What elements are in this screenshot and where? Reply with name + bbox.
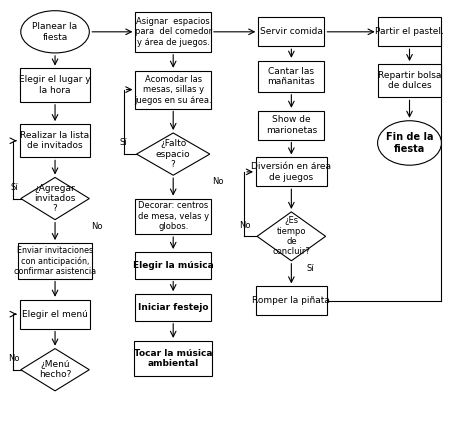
Text: No: No xyxy=(8,354,20,363)
Text: Diversión en área
de juegos: Diversión en área de juegos xyxy=(251,162,331,182)
Text: Partir el pastel.: Partir el pastel. xyxy=(375,27,444,36)
Text: No: No xyxy=(239,221,251,230)
FancyBboxPatch shape xyxy=(136,198,211,234)
Polygon shape xyxy=(137,133,210,175)
FancyBboxPatch shape xyxy=(256,157,327,186)
FancyBboxPatch shape xyxy=(136,252,211,279)
Text: ¿Es
tiempo
de
concluir?: ¿Es tiempo de concluir? xyxy=(273,216,310,256)
Polygon shape xyxy=(21,178,89,220)
Text: Sí: Sí xyxy=(10,183,18,192)
FancyBboxPatch shape xyxy=(19,124,91,157)
Text: Asignar  espacios
para  del comedor
y área de juegos.: Asignar espacios para del comedor y área… xyxy=(135,17,212,47)
Text: Acomodar las
mesas, sillas y
juegos en su área.: Acomodar las mesas, sillas y juegos en s… xyxy=(135,75,212,104)
Polygon shape xyxy=(257,212,326,261)
Text: Show de
marionetas: Show de marionetas xyxy=(266,116,317,135)
FancyBboxPatch shape xyxy=(134,341,212,376)
Text: Repartir bolsa
de dulces: Repartir bolsa de dulces xyxy=(378,71,441,91)
Text: Realizar la lista
de invitados: Realizar la lista de invitados xyxy=(20,131,90,150)
Text: Sí: Sí xyxy=(119,138,127,148)
Text: ¿Falto
espacio
?: ¿Falto espacio ? xyxy=(156,139,191,169)
Text: No: No xyxy=(91,222,102,231)
Text: Elegir el lugar y
la hora: Elegir el lugar y la hora xyxy=(19,75,91,95)
Text: Sí: Sí xyxy=(307,264,314,273)
FancyBboxPatch shape xyxy=(18,243,91,279)
Text: Elegir el menú: Elegir el menú xyxy=(22,310,88,318)
Ellipse shape xyxy=(378,121,441,165)
Text: Fin de la
fiesta: Fin de la fiesta xyxy=(386,132,433,154)
FancyBboxPatch shape xyxy=(378,64,441,97)
Text: ¿Menú
hecho?: ¿Menú hecho? xyxy=(39,360,71,380)
FancyBboxPatch shape xyxy=(136,12,211,52)
Text: Servir comida: Servir comida xyxy=(260,27,323,36)
Ellipse shape xyxy=(21,11,89,53)
Text: Elegir la música: Elegir la música xyxy=(133,261,214,270)
Text: Planear la
fiesta: Planear la fiesta xyxy=(33,22,78,41)
FancyBboxPatch shape xyxy=(19,300,91,329)
FancyBboxPatch shape xyxy=(258,17,324,46)
Text: Cantar las
mañanitas: Cantar las mañanitas xyxy=(267,66,315,86)
Text: Tocar la música
ambiental: Tocar la música ambiental xyxy=(134,349,212,368)
Text: No: No xyxy=(212,178,224,186)
FancyBboxPatch shape xyxy=(258,111,324,140)
FancyBboxPatch shape xyxy=(136,294,211,321)
Text: Iniciar festejo: Iniciar festejo xyxy=(138,303,209,312)
Text: Decorar: centros
de mesa, velas y
globos.: Decorar: centros de mesa, velas y globos… xyxy=(137,202,209,231)
Polygon shape xyxy=(21,349,89,391)
FancyBboxPatch shape xyxy=(256,286,327,315)
Text: Enviar invitaciones
con anticipación,
confirmar asistencia: Enviar invitaciones con anticipación, co… xyxy=(14,246,96,276)
FancyBboxPatch shape xyxy=(19,69,91,102)
Text: ¿Agregar
invitados
?: ¿Agregar invitados ? xyxy=(34,184,76,214)
FancyBboxPatch shape xyxy=(136,71,211,108)
FancyBboxPatch shape xyxy=(378,17,441,46)
FancyBboxPatch shape xyxy=(258,61,324,92)
Text: Romper la piñata: Romper la piñata xyxy=(253,296,330,306)
